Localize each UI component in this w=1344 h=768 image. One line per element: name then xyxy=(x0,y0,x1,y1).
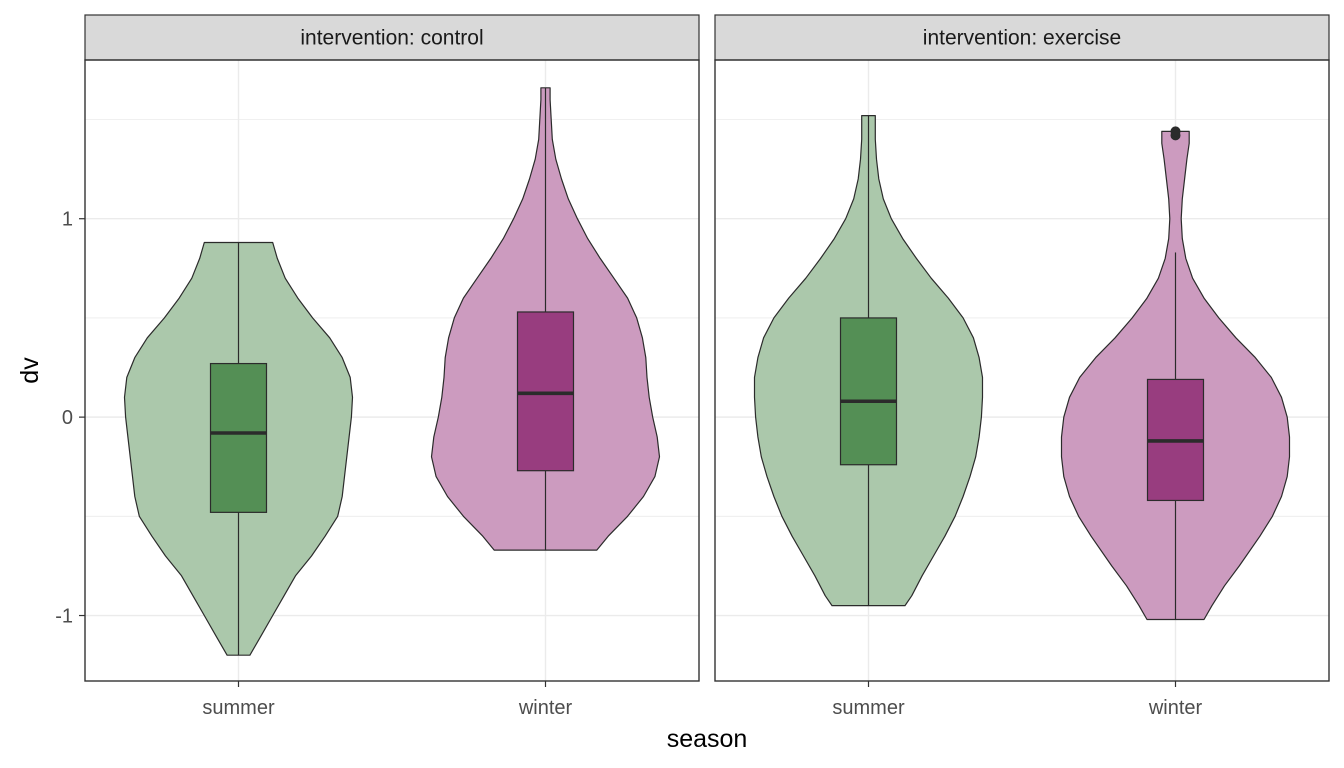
panel-border xyxy=(714,59,1330,682)
x-tick-label: summer xyxy=(832,697,905,719)
y-tick-label: 0 xyxy=(62,407,73,429)
outlier-point xyxy=(1170,126,1181,137)
x-axis-title: season xyxy=(667,725,748,753)
box-winter xyxy=(516,311,575,472)
facet-strip xyxy=(84,14,700,61)
facet-strip-label: intervention: control xyxy=(300,27,483,50)
facet-strip-label: intervention: exercise xyxy=(923,27,1121,50)
box-summer xyxy=(209,362,268,513)
y-axis-title: dv xyxy=(16,357,44,384)
x-tick-label: summer xyxy=(202,697,275,719)
panel-border xyxy=(84,59,700,682)
y-tick-label: 1 xyxy=(62,209,73,231)
x-tick-label: winter xyxy=(1148,697,1203,719)
y-tick-label: -1 xyxy=(55,606,73,628)
facet-strip xyxy=(714,14,1330,61)
x-tick-label: winter xyxy=(518,697,573,719)
box-summer xyxy=(839,317,898,466)
